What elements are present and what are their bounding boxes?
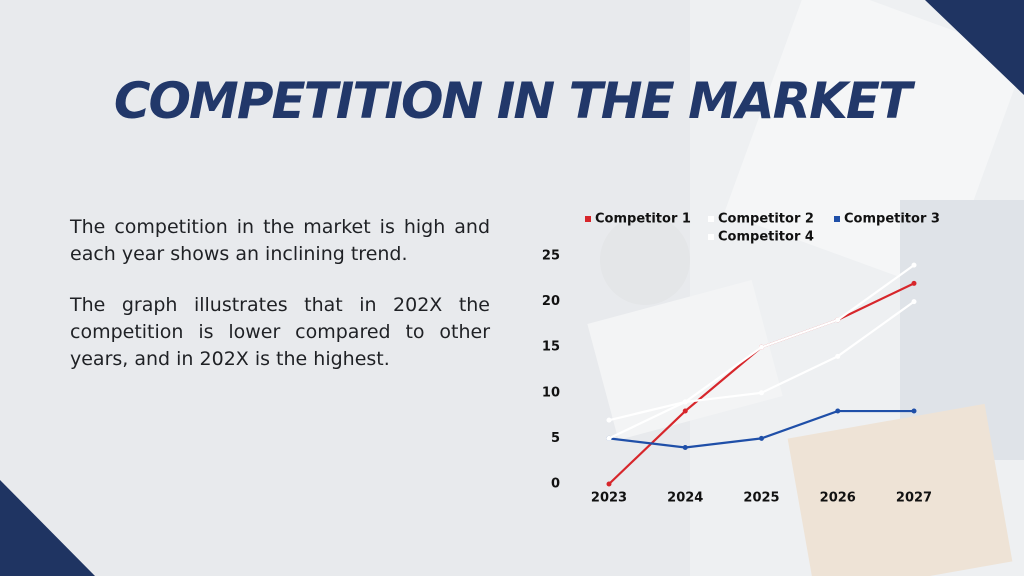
- legend-label: Competitor 2: [718, 212, 814, 227]
- data-point: [682, 445, 688, 451]
- data-point: [606, 481, 612, 487]
- series-line: [608, 300, 915, 422]
- paragraph: The competition in the market is high an…: [70, 216, 490, 265]
- x-tick-label: 2025: [743, 491, 779, 506]
- data-point: [682, 399, 688, 405]
- data-point: [682, 408, 688, 414]
- data-point: [759, 390, 764, 396]
- legend-label: Competitor 1: [595, 212, 691, 227]
- x-tick-label: 2024: [667, 491, 703, 506]
- y-tick-label: 20: [542, 294, 560, 309]
- paragraph: The graph illustrates that in 202X the c…: [70, 294, 490, 370]
- x-tick-label: 2026: [820, 491, 856, 506]
- legend-marker: [585, 216, 591, 222]
- legend-marker: [834, 216, 840, 222]
- data-point: [835, 353, 841, 359]
- y-tick-label: 0: [551, 477, 560, 492]
- legend-label: Competitor 3: [844, 212, 940, 227]
- data-point: [911, 262, 917, 268]
- y-tick-label: 15: [542, 340, 560, 355]
- x-tick-label: 2027: [896, 491, 932, 506]
- data-point: [759, 344, 764, 350]
- y-tick-label: 10: [542, 385, 560, 400]
- data-point: [835, 408, 841, 414]
- data-point: [911, 408, 917, 414]
- data-point: [606, 417, 612, 423]
- legend-marker: [708, 216, 714, 222]
- legend-label: Competitor 4: [718, 230, 814, 245]
- data-point: [835, 317, 841, 323]
- data-point: [606, 435, 612, 441]
- data-point: [911, 299, 917, 305]
- series-line: [608, 264, 915, 440]
- y-tick-label: 5: [551, 431, 560, 446]
- series-line: [608, 282, 915, 485]
- x-tick-label: 2023: [591, 491, 627, 506]
- slide-title: COMPETITION IN THE MARKET: [113, 72, 912, 130]
- data-point: [911, 280, 917, 286]
- data-point: [759, 435, 764, 441]
- legend-marker: [708, 234, 714, 240]
- y-tick-label: 25: [542, 249, 560, 264]
